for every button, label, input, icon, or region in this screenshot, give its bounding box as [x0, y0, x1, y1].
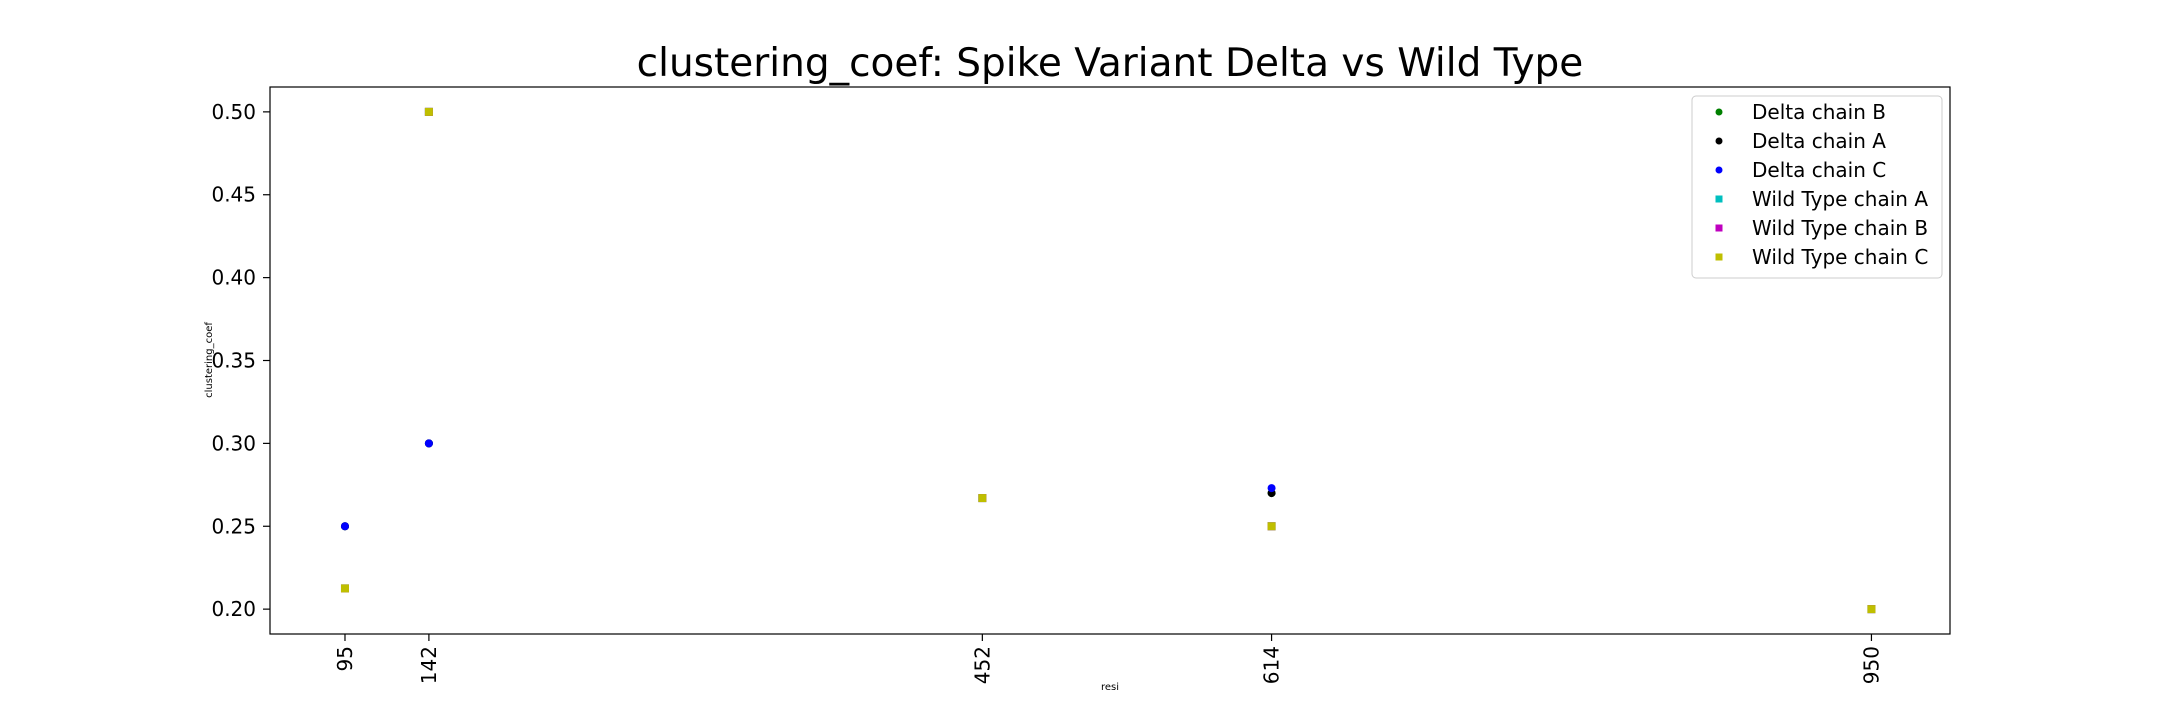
legend-label: Delta chain A: [1752, 129, 1886, 153]
y-tick-label: 0.20: [211, 597, 256, 621]
x-axis-label: resi: [1101, 682, 1119, 693]
legend-label: Delta chain B: [1752, 100, 1886, 124]
legend-marker: [1715, 224, 1723, 232]
y-tick-label: 0.45: [211, 183, 256, 207]
y-tick-label: 0.40: [211, 266, 256, 290]
series-wild-type-chain-b: [340, 107, 1876, 614]
legend-marker: [1715, 253, 1723, 261]
x-tick-label: 452: [970, 646, 994, 684]
data-points: [340, 107, 1876, 614]
legend-label: Wild Type chain B: [1752, 216, 1928, 240]
legend-label: Wild Type chain C: [1752, 245, 1928, 269]
legend-marker: [1715, 166, 1723, 174]
x-tick-label: 95: [333, 646, 357, 671]
data-point: [340, 584, 349, 593]
series-wild-type-chain-a: [340, 107, 1876, 614]
legend-label: Wild Type chain A: [1752, 187, 1928, 211]
data-point: [1867, 605, 1876, 614]
y-tick-label: 0.25: [211, 514, 256, 538]
y-axis-label: clustering_coef: [204, 322, 215, 398]
x-tick-label: 614: [1260, 646, 1284, 684]
x-axis: 95 142 452 614 950: [333, 634, 1883, 684]
legend-marker: [1715, 195, 1723, 203]
data-point: [1267, 522, 1276, 531]
legend-box: [1691, 95, 1943, 279]
y-tick-label: 0.30: [211, 431, 256, 455]
data-point: [424, 439, 433, 448]
data-point: [424, 107, 433, 116]
series-delta-chain-b: [340, 439, 1276, 531]
series-wild-type-chain-c: [340, 107, 1876, 614]
series-delta-chain-c: [340, 439, 1276, 531]
data-point: [340, 522, 349, 531]
legend: Delta chain B Delta chain A Delta chain C W…: [1691, 95, 1943, 279]
data-point: [1267, 484, 1276, 493]
series-delta-chain-a: [340, 439, 1276, 531]
legend-marker: [1715, 137, 1723, 145]
x-tick-label: 950: [1859, 646, 1883, 684]
data-point: [978, 494, 987, 503]
y-tick-label: 0.35: [211, 349, 256, 373]
y-axis: 0.20 0.25 0.30 0.35 0.40 0.45 0.50: [211, 100, 270, 621]
y-tick-label: 0.50: [211, 100, 256, 124]
legend-label: Delta chain C: [1752, 158, 1886, 182]
x-tick-label: 142: [417, 646, 441, 684]
legend-marker: [1715, 108, 1723, 116]
chart-title: clustering_coef: Spike Variant Delta vs …: [637, 41, 1584, 86]
